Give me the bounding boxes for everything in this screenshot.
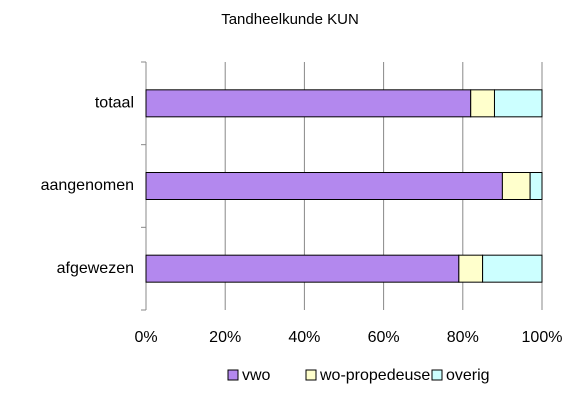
x-tick-label: 0% <box>134 329 157 346</box>
x-tick-label: 100% <box>522 329 563 346</box>
bar-segment <box>145 89 472 118</box>
x-tick-label: 80% <box>447 329 479 346</box>
bar-segment <box>458 254 484 283</box>
y-tick-label: totaal <box>95 95 134 112</box>
x-tick-label: 60% <box>368 329 400 346</box>
bar-segment <box>145 254 460 283</box>
y-tick-label: afgewezen <box>57 260 134 277</box>
legend-label: wo-propedeuse <box>319 367 430 384</box>
legend-swatch <box>305 369 317 381</box>
bar-segment <box>529 172 543 200</box>
bar-segment <box>493 89 543 118</box>
x-tick-label: 40% <box>288 329 320 346</box>
chart-title: Tandheelkunde KUN <box>221 11 359 28</box>
legend-swatch <box>431 369 443 381</box>
legend-label: vwo <box>242 367 271 384</box>
legend-swatch <box>227 369 239 381</box>
bar-segment <box>482 254 543 283</box>
bar-segment <box>145 172 503 200</box>
legend-label: overig <box>446 367 490 384</box>
bar-segment <box>470 89 495 118</box>
y-tick-label: aangenomen <box>41 177 134 194</box>
bar-segment <box>501 172 531 200</box>
x-tick-label: 20% <box>209 329 241 346</box>
